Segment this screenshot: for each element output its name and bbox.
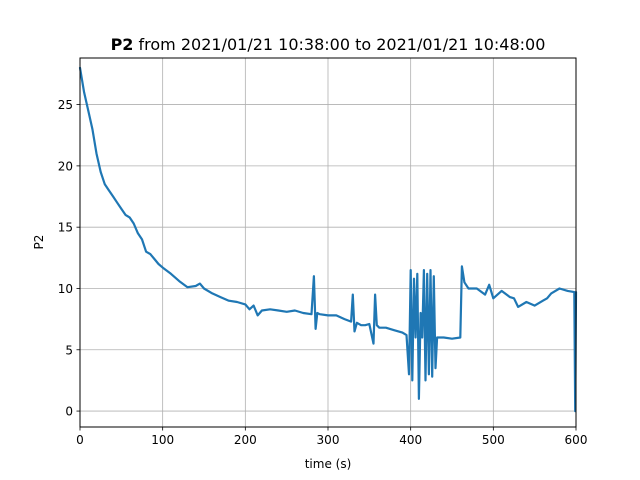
chart-title-bold: P2 [111, 35, 134, 54]
x-tick-label: 0 [76, 433, 84, 447]
y-tick-label: 25 [58, 98, 73, 112]
chart-title-rest: from 2021/01/21 10:38:00 to 2021/01/21 1… [133, 35, 545, 54]
x-tick-label: 400 [399, 433, 422, 447]
x-axis-ticks: 0 100 200 300 400 500 600 [76, 427, 587, 447]
y-tick-label: 10 [58, 282, 73, 296]
x-tick-label: 300 [317, 433, 340, 447]
y-tick-label: 20 [58, 159, 73, 173]
svg-text:P2 from 2021/01/21 10:38:00 to: P2 from 2021/01/21 10:38:00 to 2021/01/2… [111, 35, 546, 54]
grid-lines [79, 58, 577, 427]
x-axis-label: time (s) [305, 457, 352, 471]
y-axis-ticks: 0 5 10 15 20 25 [58, 98, 80, 419]
x-tick-label: 600 [565, 433, 588, 447]
chart-title: P2 from 2021/01/21 10:38:00 to 2021/01/2… [111, 35, 546, 54]
x-tick-label: 100 [151, 433, 174, 447]
series-line-p2 [78, 66, 578, 413]
y-tick-label: 5 [65, 343, 73, 357]
x-tick-label: 200 [234, 433, 257, 447]
x-tick-label: 500 [482, 433, 505, 447]
y-tick-label: 0 [65, 405, 73, 419]
y-axis-label: P2 [32, 235, 46, 250]
series-layer [78, 66, 578, 413]
y-tick-label: 15 [58, 221, 73, 235]
